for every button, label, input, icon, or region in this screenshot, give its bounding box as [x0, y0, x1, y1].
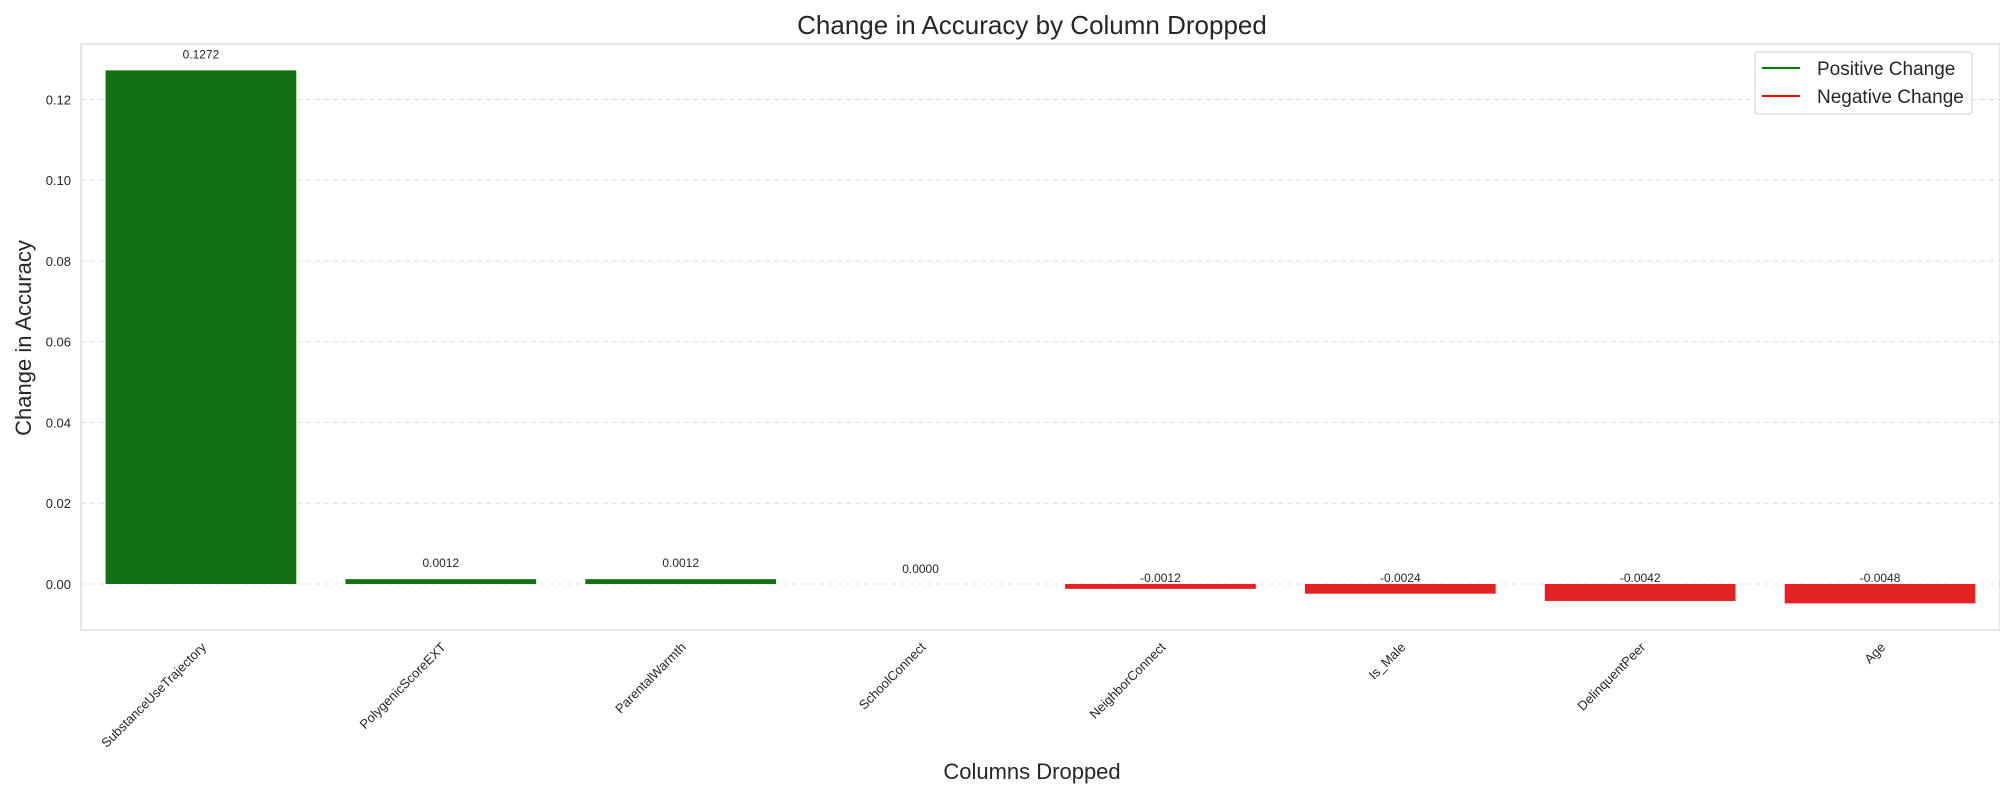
legend-box [1754, 51, 1973, 115]
value-label: -0.0024 [1380, 571, 1421, 585]
plot-frame [80, 43, 2000, 631]
legend-positive-label: Positive Change [1817, 59, 1955, 80]
x-axis-label: Columns Dropped [943, 759, 1120, 784]
bar-Is_Male [1304, 584, 1496, 594]
chart-title: Change in Accuracy by Column Dropped [797, 10, 1267, 40]
value-label: -0.0048 [1860, 571, 1901, 585]
x-tick-label: ParentalWarmth [612, 640, 689, 717]
x-tick-label: DelinquentPeer [1574, 639, 1648, 713]
value-labels-group: 0.1272 0.0012 0.0012 0.0000 -0.0012 -0.0024 -0… [183, 47, 1901, 585]
value-label: 0.0012 [422, 556, 459, 570]
y-axis-ticks: 0.00 0.02 0.04 0.06 0.08 0.10 0.12 [46, 92, 71, 592]
y-tick-label: 0.08 [46, 254, 71, 269]
x-tick-label: Is_Male [1366, 640, 1409, 683]
value-label: -0.0042 [1620, 571, 1661, 585]
x-tick-label: NeighborConnect [1086, 639, 1168, 721]
y-tick-label: 0.02 [46, 496, 71, 511]
value-label: 0.0000 [902, 562, 939, 576]
bar-PolygenicScoreEXT [345, 579, 537, 584]
y-axis-label: Change in Accuracy [11, 240, 36, 436]
bar-ParentalWarmth [585, 579, 777, 584]
y-tick-label: 0.00 [46, 577, 71, 592]
x-tick-label: Age [1861, 640, 1888, 667]
value-label: 0.1272 [183, 47, 220, 61]
grid-lines [81, 98, 2000, 585]
bar-NeighborConnect [1065, 584, 1256, 589]
bar-DelinquentPeer [1544, 584, 1736, 601]
bar-Age [1784, 584, 1976, 604]
x-tick-label: SubstanceUseTrajectory [98, 639, 209, 750]
x-tick-label: SchoolConnect [856, 639, 929, 712]
value-label: -0.0012 [1140, 571, 1181, 585]
x-tick-label: PolygenicScoreEXT [357, 639, 449, 731]
legend: Positive Change Negative Change [1754, 51, 1973, 115]
y-tick-label: 0.12 [46, 92, 71, 107]
x-axis-ticks: SubstanceUseTrajectory PolygenicScoreEXT P… [98, 639, 1888, 750]
legend-negative-label: Negative Change [1817, 87, 1964, 108]
bars-group [105, 70, 1976, 604]
y-tick-label: 0.06 [46, 335, 71, 350]
y-tick-label: 0.10 [46, 173, 71, 188]
value-label: 0.0012 [662, 556, 699, 570]
y-tick-label: 0.04 [46, 415, 71, 430]
bar-SubstanceUseTrajectory [105, 70, 297, 585]
